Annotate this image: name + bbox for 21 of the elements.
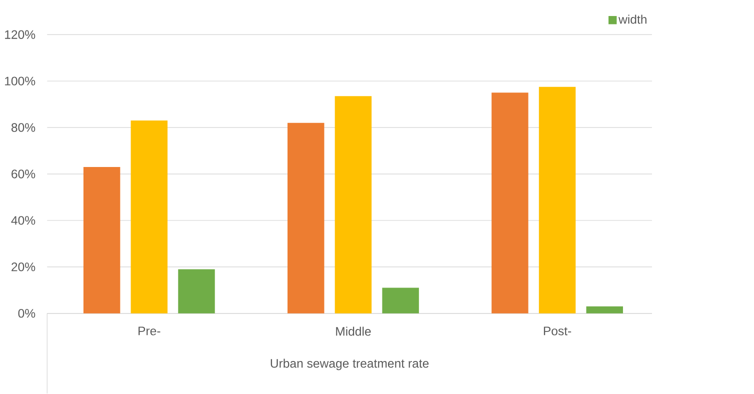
y-tick-label: 100%	[5, 76, 36, 86]
bar	[83, 167, 120, 314]
y-tick-label: 0%	[18, 309, 36, 318]
y-tick-label: 80%	[11, 123, 36, 132]
bar	[178, 269, 215, 314]
x-axis-title: Urban sewage treatment rate	[270, 358, 429, 370]
y-tick-label: 120%	[5, 30, 36, 40]
y-tick-label: 40%	[11, 216, 36, 225]
y-tick-label: 20%	[12, 262, 36, 272]
bar	[538, 86, 576, 314]
bar	[492, 92, 528, 314]
legend-label: width	[618, 14, 646, 24]
x-tick-label: Post-	[544, 326, 572, 336]
y-tick-label: 60%	[12, 170, 36, 178]
bar	[130, 120, 168, 314]
bar	[334, 96, 372, 314]
bar	[288, 122, 324, 314]
bar	[382, 288, 419, 314]
x-tick-label: Middle	[336, 326, 371, 336]
bar	[586, 306, 623, 314]
x-tick-label: Pre-	[138, 326, 160, 336]
